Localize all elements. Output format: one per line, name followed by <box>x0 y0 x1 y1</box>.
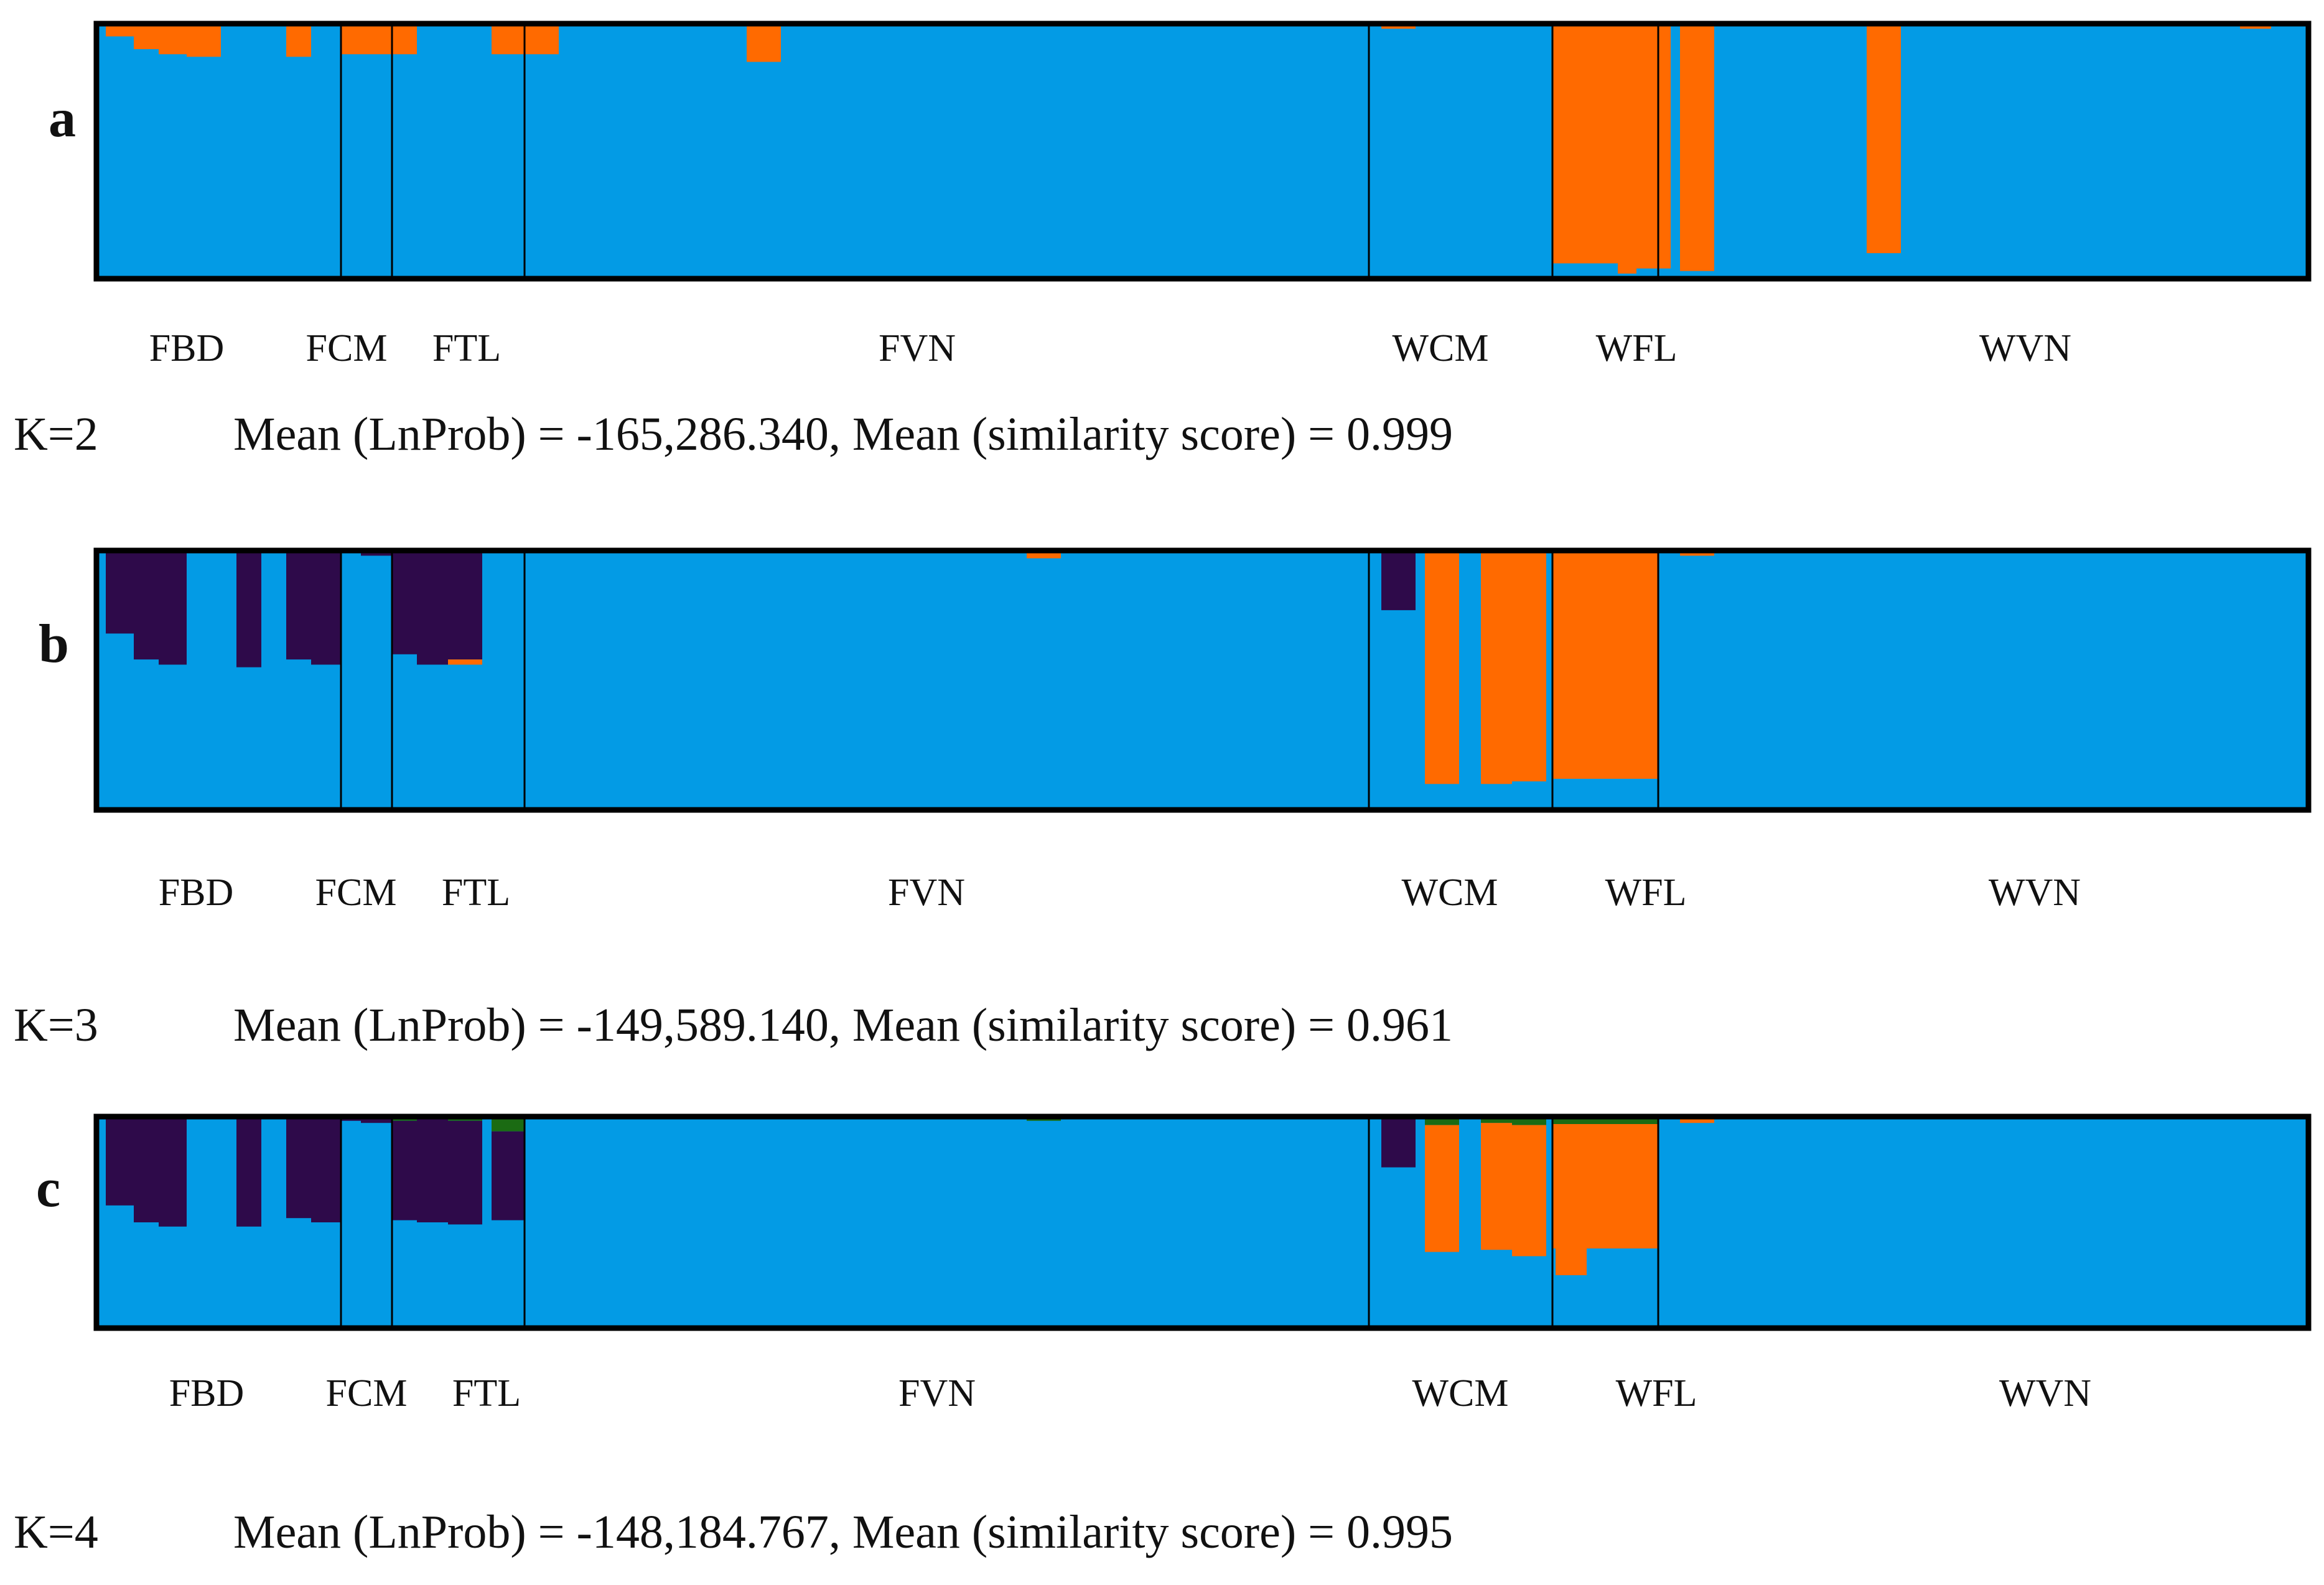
panel-b-frame <box>93 547 2312 813</box>
population-label-c-fbd: FBD <box>169 1372 245 1415</box>
bar-c-cluster-purple-2 <box>159 1117 187 1227</box>
bar-b-cluster-orange-19 <box>1481 551 1512 784</box>
bar-b-cluster-orange-16 <box>1027 553 1061 559</box>
bar-c-cluster-purple-4 <box>236 1117 261 1227</box>
population-label-c-fcm: FCM <box>325 1372 408 1415</box>
population-label-b-wcm: WCM <box>1401 872 1498 914</box>
bar-c-cluster-purple-10 <box>392 1120 417 1220</box>
bar-c-cluster-purple-9 <box>361 1118 392 1123</box>
k-label-b: K=3 <box>14 999 98 1051</box>
bar-a-cluster-orange-1 <box>134 24 159 49</box>
population-label-c-wfl: WFL <box>1615 1372 1697 1415</box>
panel-letter-c: c <box>36 1158 61 1219</box>
bar-a-cluster-orange-15 <box>747 24 781 62</box>
population-label-a-fbd: FBD <box>149 327 225 370</box>
bar-c-cluster-purple-13 <box>492 1131 525 1220</box>
bar-a-cluster-orange-14 <box>525 24 559 55</box>
bar-a-cluster-orange-2 <box>159 24 187 55</box>
bar-c-cluster-green-13 <box>492 1117 525 1132</box>
bar-b-cluster-purple-17 <box>1381 551 1416 610</box>
bar-b-wfl-block <box>1552 551 1658 779</box>
bar-a-cluster-orange-0 <box>106 24 134 37</box>
population-label-a-wvn: WVN <box>1979 327 2072 370</box>
stats-line-c: Mean (LnProb) = -148,184.767, Mean (simi… <box>233 1506 1454 1558</box>
bar-c-cluster-purple-17 <box>1381 1117 1416 1168</box>
population-label-b-wfl: WFL <box>1605 872 1687 914</box>
bar-a-cluster-orange-8 <box>341 24 361 55</box>
bar-b-cluster-orange-18 <box>1425 551 1459 784</box>
population-label-b-fvn: FVN <box>887 872 966 914</box>
population-label-c-fvn: FVN <box>898 1372 976 1415</box>
population-label-a-fcm: FCM <box>306 327 388 370</box>
bar-b-cluster-purple-12 <box>448 551 482 660</box>
panel-a-frame <box>93 21 2312 282</box>
bar-b-cluster-purple-11 <box>417 551 448 665</box>
panel-a-background-cluster-blue <box>96 24 2308 279</box>
bar-c-cluster-purple-12 <box>448 1120 482 1225</box>
bar-b-cluster-purple-10 <box>392 551 417 654</box>
bar-b-cluster-purple-1 <box>134 551 159 660</box>
bar-b-cluster-orange-12 <box>448 659 482 665</box>
panel-letter-b: b <box>39 614 69 674</box>
bar-a-cluster-orange-13 <box>492 24 525 55</box>
stats-line-b: Mean (LnProb) = -149,589.140, Mean (simi… <box>233 999 1454 1051</box>
bar-c-cluster-orange-20 <box>1512 1125 1546 1257</box>
bar-a-cluster-orange-25 <box>1680 24 1714 271</box>
stats-line-a: Mean (LnProb) = -165,286.340, Mean (simi… <box>233 408 1454 460</box>
population-label-a-fvn: FVN <box>878 327 956 370</box>
bar-c-cluster-purple-11 <box>417 1117 448 1222</box>
bar-c-cluster-green-19 <box>1481 1117 1512 1123</box>
panel-c-frame <box>93 1113 2312 1331</box>
bar-b-cluster-purple-0 <box>106 551 134 634</box>
bar-c-cluster-orange-19 <box>1481 1123 1512 1250</box>
bar-c-cluster-orange-18 <box>1425 1125 1459 1252</box>
bar-b-cluster-purple-4 <box>236 551 261 667</box>
k-label-a: K=2 <box>14 408 98 460</box>
population-label-b-wvn: WVN <box>1988 872 2081 914</box>
bar-c-wfl-block <box>1552 1122 1658 1248</box>
k-label-c: K=4 <box>14 1506 98 1558</box>
bar-c-cluster-orange-25 <box>1680 1118 1714 1123</box>
bar-c-cluster-purple-0 <box>106 1117 134 1206</box>
population-label-a-wcm: WCM <box>1392 327 1489 370</box>
bar-a-wfl-block <box>1552 24 1658 264</box>
population-label-c-ftl: FTL <box>452 1372 521 1415</box>
bar-c-cluster-purple-6 <box>286 1117 311 1219</box>
bar-b-cluster-purple-6 <box>286 551 311 660</box>
population-label-a-wfl: WFL <box>1595 327 1678 370</box>
bar-a-cluster-orange-26 <box>1867 24 1901 253</box>
bar-a-cluster-orange-9 <box>361 24 392 55</box>
bar-a-cluster-orange-6 <box>286 24 311 57</box>
population-label-b-fbd: FBD <box>158 872 234 914</box>
population-label-b-fcm: FCM <box>315 872 397 914</box>
bar-b-cluster-orange-20 <box>1512 551 1546 782</box>
bar-c-cluster-purple-1 <box>134 1117 159 1222</box>
population-label-b-ftl: FTL <box>441 872 511 914</box>
bar-b-cluster-purple-7 <box>311 551 341 665</box>
bar-b-cluster-purple-2 <box>159 551 187 665</box>
bar-a-cluster-orange-10 <box>392 24 417 55</box>
population-label-c-wcm: WCM <box>1412 1372 1509 1415</box>
population-label-a-ftl: FTL <box>432 327 502 370</box>
bar-c-cluster-purple-7 <box>311 1117 341 1222</box>
bar-a-cluster-orange-3 <box>187 24 221 57</box>
population-label-c-wvn: WVN <box>1999 1372 2092 1415</box>
panel-letter-a: a <box>49 88 76 149</box>
